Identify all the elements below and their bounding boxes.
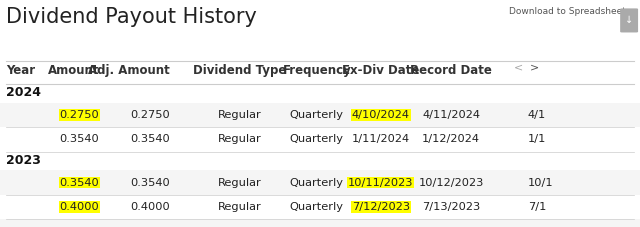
Text: 4/10/2024: 4/10/2024 [352,110,410,120]
Text: 4/11/2024: 4/11/2024 [422,110,480,120]
FancyBboxPatch shape [620,8,638,32]
Text: Year: Year [6,64,36,76]
Text: Quarterly: Quarterly [290,178,344,188]
Text: 10/1: 10/1 [528,178,554,188]
Text: 10/12/2023: 10/12/2023 [419,178,484,188]
Text: Regular: Regular [218,202,262,212]
Text: 0.4000: 0.4000 [130,202,170,212]
Text: ↓: ↓ [625,15,633,25]
Bar [0,103,640,127]
Text: Dividend Payout History: Dividend Payout History [6,7,257,27]
Text: 0.3540: 0.3540 [60,178,99,188]
Text: >: > [530,62,539,72]
Text: Quarterly: Quarterly [290,134,344,144]
Text: Download to Spreadsheet: Download to Spreadsheet [509,7,626,16]
Text: 2023: 2023 [6,154,41,167]
Text: Quarterly: Quarterly [290,202,344,212]
Text: Regular: Regular [218,110,262,120]
Text: 0.3540: 0.3540 [130,178,170,188]
Text: Regular: Regular [218,178,262,188]
Text: Frequency: Frequency [282,64,351,76]
Text: 7/13/2023: 7/13/2023 [422,202,481,212]
Text: Ex-Div Date: Ex-Div Date [342,64,419,76]
Text: 1/12/2024: 1/12/2024 [422,134,480,144]
Text: Quarterly: Quarterly [290,110,344,120]
Bar [0,84,640,103]
Text: 0.3540: 0.3540 [130,134,170,144]
Text: 0.3540: 0.3540 [60,134,99,144]
Text: Amount: Amount [48,64,99,76]
Text: 7/12/2023: 7/12/2023 [352,202,410,212]
Text: 2024: 2024 [6,86,42,99]
Text: 4/1: 4/1 [528,110,547,120]
Text: <: < [514,62,523,72]
Bar [0,219,640,227]
Bar [0,152,640,170]
Text: Dividend Type: Dividend Type [193,64,287,76]
Text: 1/1: 1/1 [528,134,547,144]
Text: 0.4000: 0.4000 [60,202,99,212]
Text: 7/1: 7/1 [528,202,547,212]
Text: 0.2750: 0.2750 [130,110,170,120]
Text: 1/11/2024: 1/11/2024 [352,134,410,144]
Text: Adj. Amount: Adj. Amount [88,64,170,76]
Bar [0,195,640,219]
Text: 10/11/2023: 10/11/2023 [348,178,413,188]
Bar [0,127,640,152]
Text: Record Date: Record Date [410,64,492,76]
Text: Regular: Regular [218,134,262,144]
Bar [0,170,640,195]
Text: 0.2750: 0.2750 [60,110,99,120]
